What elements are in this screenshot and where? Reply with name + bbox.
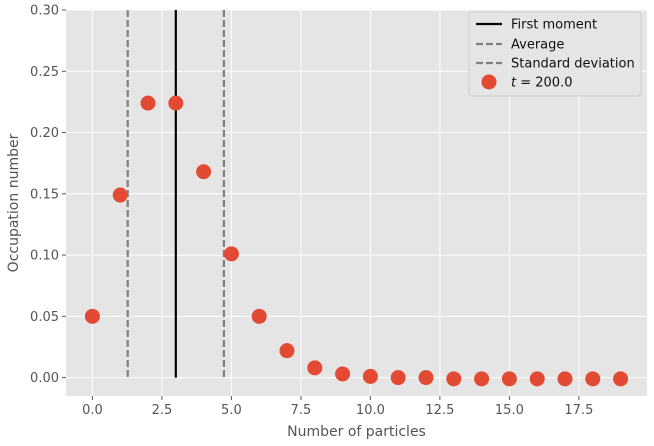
y-tick-label: 0.25: [30, 65, 59, 80]
data-point: [474, 371, 490, 387]
x-tick-label: 0.0: [82, 403, 103, 418]
legend-label: Standard deviation: [511, 57, 635, 72]
data-point: [196, 164, 212, 180]
y-tick-label: 0.05: [30, 310, 59, 325]
x-tick-label: 10.0: [356, 403, 385, 418]
x-tick-label: 2.5: [152, 403, 173, 418]
data-point: [390, 370, 406, 386]
y-axis-label: Occupation number: [6, 133, 22, 272]
x-tick-label: 15.0: [495, 403, 524, 418]
legend: First moment Average Standard deviation t =…: [468, 11, 642, 97]
x-axis-label: Number of particles: [287, 424, 426, 440]
reference-lines: [126, 10, 225, 378]
data-point: [251, 308, 267, 324]
y-tick-label: 0.30: [30, 4, 59, 19]
legend-box: [468, 11, 642, 97]
tick-labels: 0.0 2.5 5.0 7.5 10.0 12.5 15.0 17.5 0.00 0.05 0.10…: [30, 4, 593, 419]
data-point: [168, 95, 184, 111]
x-tick-label: 7.5: [291, 403, 312, 418]
data-point: [585, 371, 601, 387]
data-point: [418, 370, 434, 386]
data-point: [140, 95, 156, 111]
legend-marker: [481, 74, 497, 90]
data-points: [84, 95, 629, 387]
data-point: [557, 371, 573, 387]
data-point: [613, 371, 629, 387]
data-point: [279, 343, 295, 359]
legend-label: t = 200.0: [511, 76, 572, 91]
data-point: [335, 366, 351, 382]
data-point: [307, 360, 323, 376]
data-point: [501, 371, 517, 387]
x-tick-label: 12.5: [425, 403, 454, 418]
y-tick-label: 0.10: [30, 249, 59, 264]
data-point: [84, 308, 100, 324]
legend-label: First moment: [511, 18, 597, 33]
data-point: [112, 187, 128, 203]
data-point: [446, 371, 462, 387]
y-tick-label: 0.00: [30, 371, 59, 386]
data-point: [529, 371, 545, 387]
data-point: [362, 368, 378, 384]
legend-label: Average: [511, 38, 564, 53]
y-tick-label: 0.20: [30, 126, 59, 141]
y-tick-label: 0.15: [30, 187, 59, 202]
x-tick-label: 17.5: [564, 403, 593, 418]
data-point: [223, 246, 239, 262]
x-tick-label: 5.0: [221, 403, 242, 418]
